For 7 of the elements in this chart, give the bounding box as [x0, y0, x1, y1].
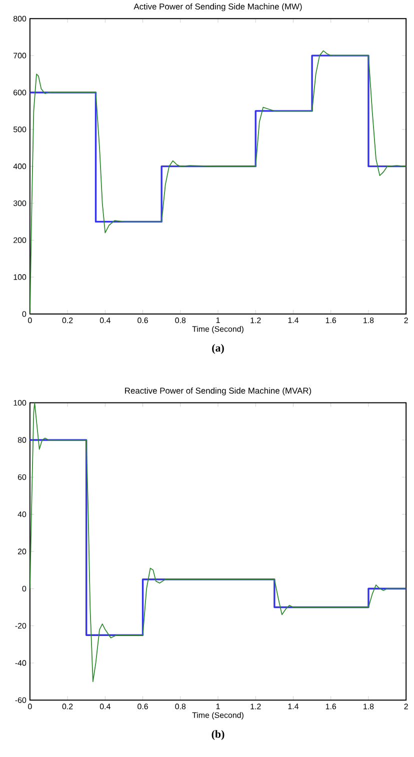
chart-title: Reactive Power of Sending Side Machine (MVAR) — [125, 387, 312, 396]
line-series — [30, 54, 406, 223]
line-series — [30, 439, 406, 636]
chart-title: Active Power of Sending Side Machine (MW) — [134, 3, 302, 12]
text: (b) — [212, 730, 224, 740]
text: (a) — [212, 344, 224, 354]
line-series — [30, 50, 406, 314]
